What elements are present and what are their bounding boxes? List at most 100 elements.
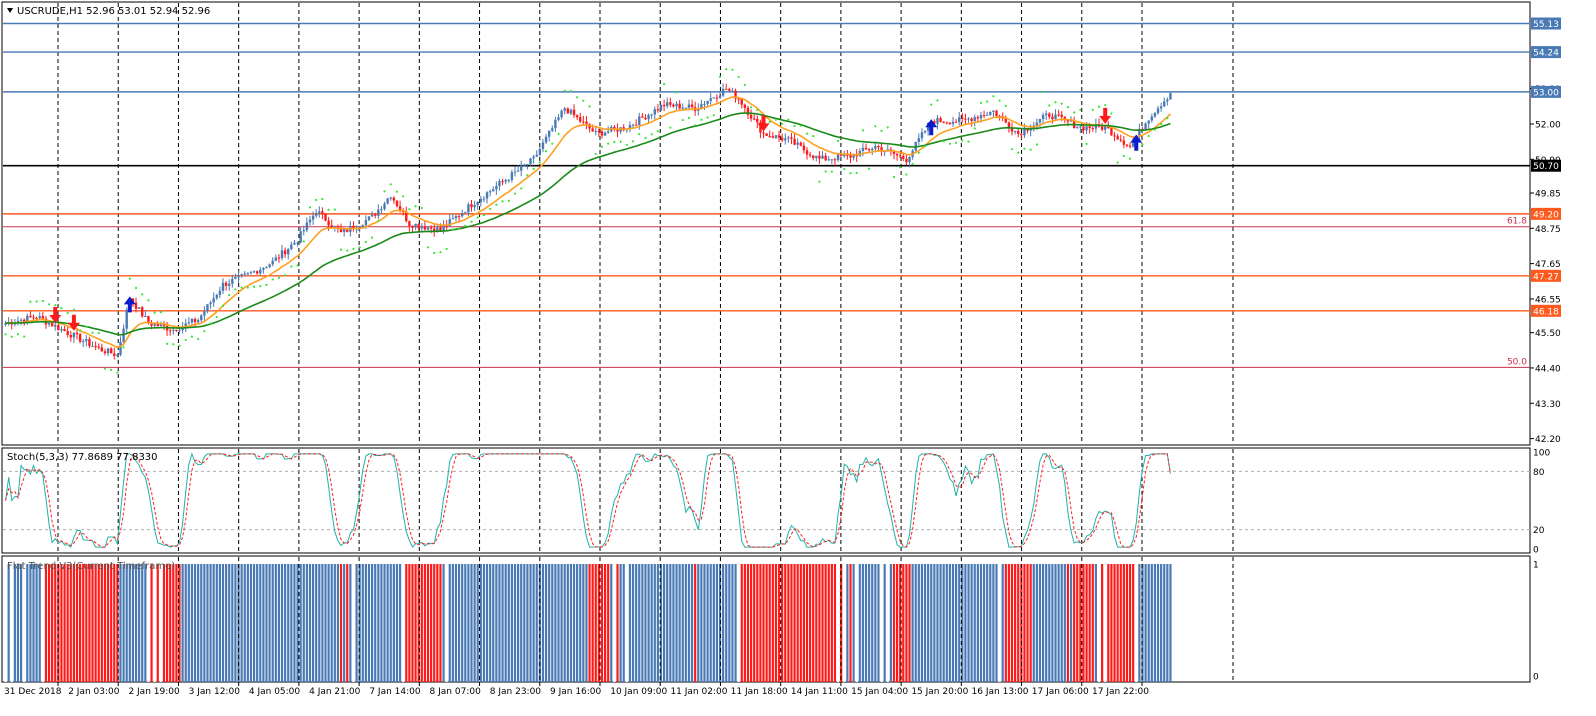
time-tick-label: 8 Jan 23:00 (490, 687, 542, 697)
candle-body (547, 130, 551, 137)
sar-dot (1060, 102, 1063, 105)
candle-body (346, 228, 349, 232)
flat-trend-bar (787, 564, 790, 682)
sar-dot (911, 162, 914, 166)
flat-trend-bar (591, 564, 594, 682)
candle-body (1007, 122, 1011, 129)
flat-trend-bar (246, 564, 249, 682)
candle-body (106, 348, 110, 354)
flat-trend-bar (200, 564, 203, 682)
candle-body (144, 316, 147, 318)
sar-dot (165, 342, 169, 345)
sar-dot (327, 208, 330, 211)
flat-trend-bar (380, 564, 383, 682)
flat-trend-bar (44, 564, 48, 682)
arrow-down-icon (67, 314, 80, 331)
candle-body (544, 136, 548, 143)
flat-trend-bar (1132, 564, 1135, 682)
flat-trend-bar (827, 564, 830, 682)
flat-trend-bar (197, 564, 200, 682)
flat-trend-bar (63, 564, 66, 682)
level-label-box (1531, 304, 1561, 317)
flat-trend-bar (302, 564, 305, 682)
flat-trend-bar (774, 564, 778, 682)
sar-dot (29, 300, 32, 303)
flat-trend-bar (740, 564, 743, 682)
sar-dot (321, 197, 324, 201)
sar-dot (700, 118, 703, 121)
sar-dot (464, 224, 467, 227)
flat-trend-bar (249, 564, 253, 682)
horizontal-levels[interactable] (3, 22, 1530, 312)
sar-dot (85, 325, 88, 328)
flat-trend-bar (762, 564, 765, 682)
candle-body (628, 125, 632, 130)
candle-body (721, 88, 725, 96)
flat-trend-bar (933, 564, 936, 682)
sar-dot (501, 200, 504, 203)
candle-body (516, 170, 520, 172)
flat-trend-bar (296, 564, 299, 682)
candle-body (268, 264, 271, 268)
sar-dot (1110, 112, 1113, 115)
candle-body (942, 121, 945, 123)
flat-trend-bar (150, 564, 153, 682)
fibonacci-levels[interactable]: 61.8 50.0 (3, 217, 1530, 368)
flat-trend-bar (830, 564, 833, 682)
price-panel[interactable]: 61.850.0 53.1052.0050.9049.8548.7547.654… (1, 1, 1561, 446)
candle-body (1169, 93, 1172, 100)
flat-trend-bar (231, 564, 234, 682)
flat-trend-bar (613, 564, 616, 682)
candle-body (398, 206, 402, 211)
candle-body (681, 107, 684, 109)
flat-trend-panel[interactable]: 10 Flat Trend V3(Current Timeframe) (1, 555, 1539, 683)
time-tick-label: 2 Jan 03:00 (68, 687, 120, 697)
candle-body (445, 225, 448, 227)
flat-trend-bar (138, 564, 141, 682)
candle-body (26, 315, 29, 323)
sar-dot (54, 304, 57, 307)
sar-dot (47, 303, 51, 306)
flat-trend-bar (349, 564, 352, 682)
candle-body (805, 150, 809, 155)
candle-body (582, 121, 585, 123)
flat-trend-bar (616, 564, 619, 682)
stoch-tick-label: 20 (1533, 526, 1545, 536)
flat-trend-bar (659, 564, 663, 682)
sar-dot (756, 108, 759, 112)
candle-body (964, 118, 967, 120)
candle-body (1082, 126, 1085, 131)
candle-body (852, 154, 855, 158)
flat-trend-bar (299, 564, 302, 682)
flat-trend-bar (464, 564, 467, 682)
flat-trend-bar (1076, 564, 1079, 682)
sar-dot (582, 99, 585, 102)
triangle-down-icon[interactable] (7, 8, 13, 13)
sar-dot (1160, 122, 1163, 126)
flat-trend-bar (333, 564, 336, 682)
flat-trend-bar (532, 564, 535, 682)
stoch-vertical-grid (57, 449, 1234, 552)
flat-trend-bar (507, 564, 510, 682)
candle-body (945, 122, 948, 124)
candle-body (641, 116, 644, 118)
sar-dot (1079, 108, 1082, 111)
stochastic-panel[interactable]: 100 80 20 0 Stoch(5,3,3) 77.8689 77.8330 (1, 447, 1550, 556)
flat-trend-bar (262, 564, 265, 682)
candle-body (88, 339, 91, 347)
candle-body (1088, 126, 1091, 129)
sar-dot (352, 247, 355, 250)
candle-body (666, 102, 669, 107)
flat-trend-bar (169, 564, 172, 682)
sar-dot (861, 129, 865, 132)
candle-body (32, 317, 35, 319)
sar-dot (743, 83, 746, 87)
sar-dot (936, 99, 939, 102)
level-label-box (1531, 159, 1561, 172)
flat-trend-bar (1057, 564, 1060, 682)
candle-body (843, 154, 846, 157)
candle-body (647, 114, 650, 120)
candle-body (600, 131, 604, 136)
sar-dot (296, 264, 299, 267)
